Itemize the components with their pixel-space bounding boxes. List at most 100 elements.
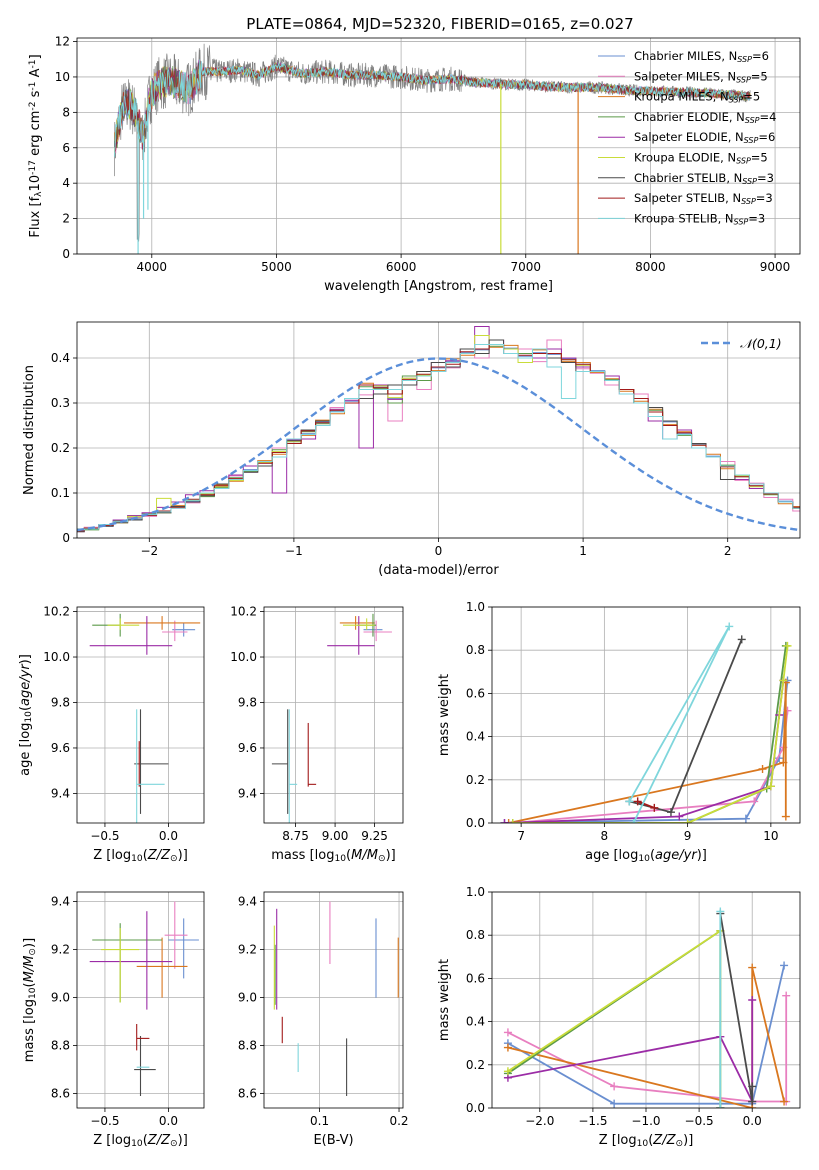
x-tick-label: −2	[140, 544, 158, 558]
y-tick-label: 0	[62, 531, 70, 545]
weight-marker	[504, 819, 513, 823]
weight-line	[512, 645, 787, 823]
weight-marker	[629, 819, 638, 823]
weight-marker	[675, 812, 684, 821]
x-tick-label: 7	[517, 829, 525, 843]
errorbar-chabrier_miles	[168, 918, 199, 979]
y-tick-label: 9.2	[238, 943, 257, 957]
y-tick-label: 1.0	[466, 885, 485, 899]
weight-marker	[650, 803, 659, 812]
y-tick-label: 9.8	[51, 695, 70, 709]
y-tick-label: 9.0	[51, 991, 70, 1005]
x-tick-label: 8000	[635, 260, 666, 274]
errorbars	[273, 901, 399, 1096]
legend-entry: Kroupa STELIB, NSSP=3	[634, 211, 765, 226]
y-tick-label: 0.6	[466, 686, 485, 700]
errorbars	[89, 901, 199, 1096]
weight-line-salpeter_stelib	[633, 797, 659, 812]
normal-reference-curve	[77, 357, 800, 532]
weight-line	[637, 800, 655, 809]
weight-marker	[725, 622, 734, 631]
weight-marker	[783, 641, 792, 650]
axes-frame	[263, 606, 404, 824]
weight-marker	[750, 797, 759, 806]
panel-weight_vs_age: 7 8 9 10 0.0 0.2 0.4 0.6 0.8 1.0 age [log10(age/yr…	[437, 600, 801, 864]
weight-line-kroupa_elodie	[508, 641, 792, 823]
weight-marker	[782, 991, 791, 1000]
x-tick-label: 0.0	[159, 829, 178, 843]
y-tick-label: 0.8	[466, 928, 485, 942]
y-tick-label: 6	[62, 141, 70, 155]
errorbar-salpeter_miles	[363, 620, 392, 642]
weight-line-chabrier_stelib	[625, 635, 746, 817]
errorbar-kroupa_stelib	[288, 709, 298, 823]
errorbar-chabrier_miles	[172, 622, 196, 637]
weight-marker	[748, 996, 757, 1004]
y-tick-label: 9.4	[51, 786, 70, 800]
weight-marker	[758, 765, 767, 773]
ticks: −2 −1 0 1 2 0 0.1 0.2 0.3 0.4	[51, 351, 732, 558]
x-tick-label: 7000	[510, 260, 541, 274]
x-tick-label: 1	[579, 544, 587, 558]
x-tick-label: −0.5	[90, 829, 119, 843]
panel-age_vs_mass: 8.75 9.00 9.25 9.4 9.6 9.8 10.0 10.2 mass [log10…	[230, 605, 404, 864]
errorbar-chabrier_stelib	[134, 709, 169, 814]
y-tick-label: 10.0	[43, 650, 70, 664]
errorbar-chabrier_stelib	[134, 1036, 156, 1096]
ticks: −0.5 0.0 9.4 9.6 9.8 10.0 10.2	[43, 605, 178, 843]
x-axis-label: E(B-V)	[313, 1133, 353, 1148]
y-axis-label: mass [log10(M/M⊙)]	[22, 938, 38, 1062]
y-tick-label: 0.2	[466, 773, 485, 787]
y-tick-label: 10.2	[43, 605, 70, 619]
panel-age_vs_Z: −0.5 0.0 9.4 9.6 9.8 10.0 10.2 Z [log10(Z/Z⊙)] a…	[18, 605, 205, 864]
weight-marker	[683, 819, 692, 823]
y-tick-label: 9.0	[238, 991, 257, 1005]
x-axis-label: (data-model)/error	[378, 563, 499, 578]
weight-marker	[503, 1067, 512, 1076]
histogram-kroupa_stelib	[77, 344, 800, 531]
y-axis-label: mass weight	[437, 959, 452, 1041]
weight-line	[512, 645, 789, 823]
axes-frame	[491, 891, 801, 1109]
ticks: −0.5 0.0 8.6 8.8 9.0 9.2 9.4	[51, 895, 178, 1128]
model-spectrum-salpeter_stelib	[114, 60, 751, 153]
y-tick-label: 0.0	[466, 1101, 485, 1115]
x-tick-label: −0.5	[685, 1114, 714, 1128]
weight-marker	[508, 819, 517, 823]
weight-marker	[779, 676, 788, 685]
legend-entry: Chabrier MILES, NSSP=6	[634, 49, 769, 64]
weight-marker	[633, 797, 642, 806]
x-tick-label: 9000	[760, 260, 791, 274]
y-tick-label: 9.8	[238, 695, 257, 709]
legend-entry: Salpeter ELODIE, NSSP=6	[634, 130, 775, 145]
weight-marker	[748, 963, 757, 972]
weight-marker	[503, 1043, 512, 1052]
x-axis-label: Z [log10(Z/Z⊙)]	[93, 848, 188, 864]
y-tick-label: 0.4	[466, 730, 485, 744]
legend-entry: 𝒩(0,1)	[740, 336, 782, 351]
x-tick-label: 0.0	[159, 1114, 178, 1128]
weight-marker	[503, 1028, 512, 1037]
weight-marker	[737, 635, 746, 644]
weight-line	[507, 1000, 754, 1102]
panel-spectrum: 4000 5000 6000 7000 8000 9000 0 2 4 6 8 10 12 wavelen…	[28, 35, 801, 294]
panel-weight_vs_Z: −2.0 −1.5 −1.0 −0.5 0.0 0.0 0.2 0.4 0.6 0.8 1.0 Z […	[437, 885, 801, 1149]
weight-marker	[748, 1082, 757, 1091]
weight-line-kroupa_stelib	[625, 622, 734, 823]
y-tick-label: 8	[62, 105, 70, 119]
weight-line-kroupa_stelib	[716, 907, 725, 1108]
errorbar-salpeter_miles	[162, 620, 188, 642]
weight-marker	[781, 812, 790, 821]
y-tick-label: 9.6	[51, 741, 70, 755]
y-tick-label: 9.4	[238, 895, 257, 909]
weight-line-salpeter_miles	[503, 991, 791, 1106]
ticks: 8.75 9.00 9.25 9.4 9.6 9.8 10.0 10.2	[230, 605, 388, 843]
axes-frame	[491, 606, 801, 824]
x-axis-label: Z [log10(Z/Z⊙)]	[599, 1133, 694, 1149]
x-tick-label: −0.5	[90, 1114, 119, 1128]
axes-frame	[76, 37, 801, 255]
figure-title: PLATE=0864, MJD=52320, FIBERID=0165, z=0…	[246, 15, 633, 33]
y-tick-label: 9.4	[51, 895, 70, 909]
errorbar-chabrier_stelib	[271, 709, 289, 814]
ticks: −2.0 −1.5 −1.0 −0.5 0.0 0.0 0.2 0.4 0.6 0.8 1.0	[466, 885, 762, 1128]
